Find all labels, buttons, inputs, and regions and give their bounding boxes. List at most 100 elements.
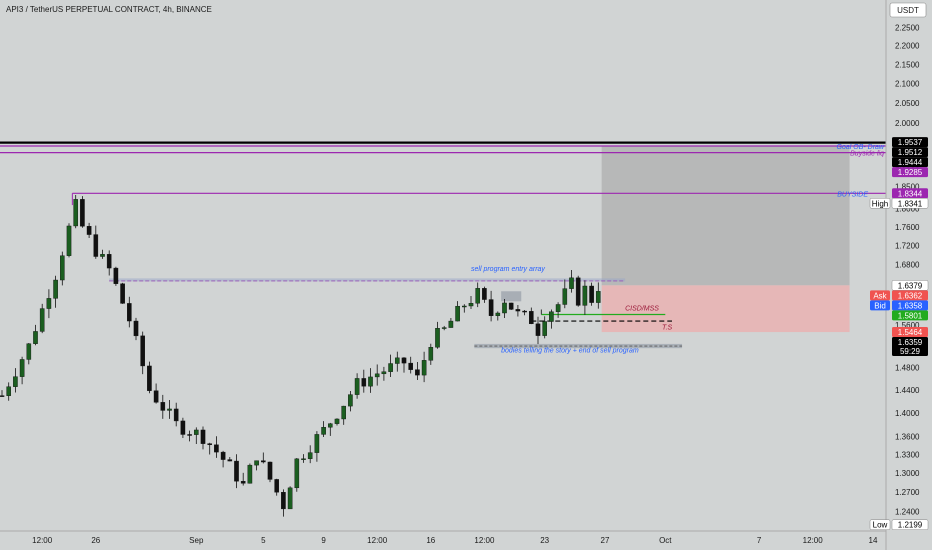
- candle-body[interactable]: [354, 378, 360, 395]
- candle-body[interactable]: [133, 320, 139, 337]
- candle-body[interactable]: [301, 458, 306, 460]
- candle-body[interactable]: [261, 460, 266, 463]
- candle-body[interactable]: [328, 423, 333, 428]
- candle-body[interactable]: [106, 254, 112, 269]
- candle-body[interactable]: [120, 283, 125, 304]
- candle-body[interactable]: [522, 310, 527, 313]
- currency-button[interactable]: [889, 2, 927, 18]
- candle-body[interactable]: [361, 378, 367, 387]
- price-tag[interactable]: [892, 188, 928, 199]
- candle-body[interactable]: [435, 328, 440, 348]
- candle-body[interactable]: [0, 395, 5, 397]
- candle-body[interactable]: [147, 365, 152, 391]
- candle-body[interactable]: [441, 327, 447, 329]
- candle-body[interactable]: [549, 311, 554, 322]
- price-tag[interactable]: [892, 137, 928, 148]
- price-tag[interactable]: [892, 300, 928, 311]
- candle-body[interactable]: [475, 288, 481, 304]
- candle-body[interactable]: [287, 487, 293, 510]
- candle-body[interactable]: [173, 408, 179, 422]
- price-tag[interactable]: [892, 157, 928, 168]
- candle-body[interactable]: [462, 305, 467, 308]
- candle-body[interactable]: [401, 357, 407, 364]
- candle-body[interactable]: [555, 304, 561, 312]
- candle-body[interactable]: [46, 298, 52, 309]
- price-tag[interactable]: [892, 310, 928, 321]
- candle-body[interactable]: [515, 309, 521, 312]
- candle-body[interactable]: [294, 458, 300, 489]
- candle-body[interactable]: [468, 303, 474, 307]
- candle-body[interactable]: [227, 459, 233, 462]
- candle-body[interactable]: [348, 394, 353, 407]
- candle-body[interactable]: [495, 312, 501, 316]
- candle-body[interactable]: [589, 285, 594, 303]
- candle-body[interactable]: [200, 429, 206, 444]
- candle-body[interactable]: [86, 226, 92, 235]
- candle-body[interactable]: [33, 331, 38, 344]
- price-tag[interactable]: [892, 147, 928, 158]
- candle-body[interactable]: [374, 373, 380, 378]
- candle-body[interactable]: [569, 277, 574, 289]
- candle-body[interactable]: [247, 464, 253, 484]
- candle-body[interactable]: [381, 371, 387, 375]
- candle-body[interactable]: [126, 303, 132, 322]
- candle-body[interactable]: [19, 359, 25, 377]
- candle-body[interactable]: [542, 321, 547, 336]
- candle-body[interactable]: [193, 429, 199, 435]
- price-tag[interactable]: [892, 167, 928, 178]
- candle-body[interactable]: [80, 199, 85, 227]
- candle-body[interactable]: [66, 225, 72, 256]
- candle-body[interactable]: [100, 254, 105, 257]
- candle-body[interactable]: [562, 288, 568, 305]
- candle-body[interactable]: [415, 369, 420, 376]
- candle-body[interactable]: [448, 320, 454, 328]
- candle-body[interactable]: [428, 347, 434, 361]
- candle-body[interactable]: [13, 376, 18, 387]
- candle-body[interactable]: [421, 360, 427, 376]
- candle-body[interactable]: [60, 255, 65, 281]
- candle-body[interactable]: [160, 402, 166, 411]
- candle-body[interactable]: [153, 390, 159, 403]
- candle-body[interactable]: [368, 376, 373, 387]
- candle-body[interactable]: [180, 420, 186, 435]
- candle-body[interactable]: [582, 285, 588, 306]
- candle-body[interactable]: [408, 362, 414, 370]
- candle-body[interactable]: [214, 444, 219, 453]
- price-tag[interactable]: [892, 327, 928, 338]
- candle-body[interactable]: [341, 405, 347, 420]
- candle-body[interactable]: [307, 452, 313, 459]
- candle-body[interactable]: [508, 302, 514, 310]
- candle-body[interactable]: [113, 267, 119, 284]
- candle-body[interactable]: [73, 199, 78, 227]
- candle-body[interactable]: [53, 279, 58, 299]
- candle-body[interactable]: [334, 418, 340, 424]
- candle-body[interactable]: [93, 234, 99, 257]
- candle-body[interactable]: [455, 305, 460, 322]
- stop-zone[interactable]: [601, 285, 850, 333]
- price-axis[interactable]: [886, 0, 932, 550]
- candle-body[interactable]: [529, 311, 534, 325]
- candle-body[interactable]: [207, 443, 213, 445]
- candle-body[interactable]: [234, 460, 239, 482]
- candle-body[interactable]: [26, 343, 32, 360]
- candle-body[interactable]: [321, 427, 326, 435]
- target-zone[interactable]: [601, 145, 850, 286]
- price-tag[interactable]: [891, 519, 929, 530]
- candle-body[interactable]: [220, 451, 226, 460]
- candle-body[interactable]: [140, 335, 146, 367]
- candle-body[interactable]: [240, 481, 246, 484]
- price-tag[interactable]: [892, 290, 928, 301]
- candle-body[interactable]: [274, 479, 280, 493]
- candle-body[interactable]: [535, 323, 541, 336]
- candle-body[interactable]: [39, 308, 45, 332]
- candle-body[interactable]: [267, 461, 273, 480]
- candle-body[interactable]: [281, 492, 286, 510]
- last-price-tag[interactable]: [892, 337, 928, 357]
- candle-body[interactable]: [167, 408, 172, 411]
- candle-body[interactable]: [254, 460, 259, 466]
- candle-body[interactable]: [6, 386, 11, 396]
- price-tag[interactable]: [891, 198, 929, 209]
- candle-body[interactable]: [502, 302, 507, 314]
